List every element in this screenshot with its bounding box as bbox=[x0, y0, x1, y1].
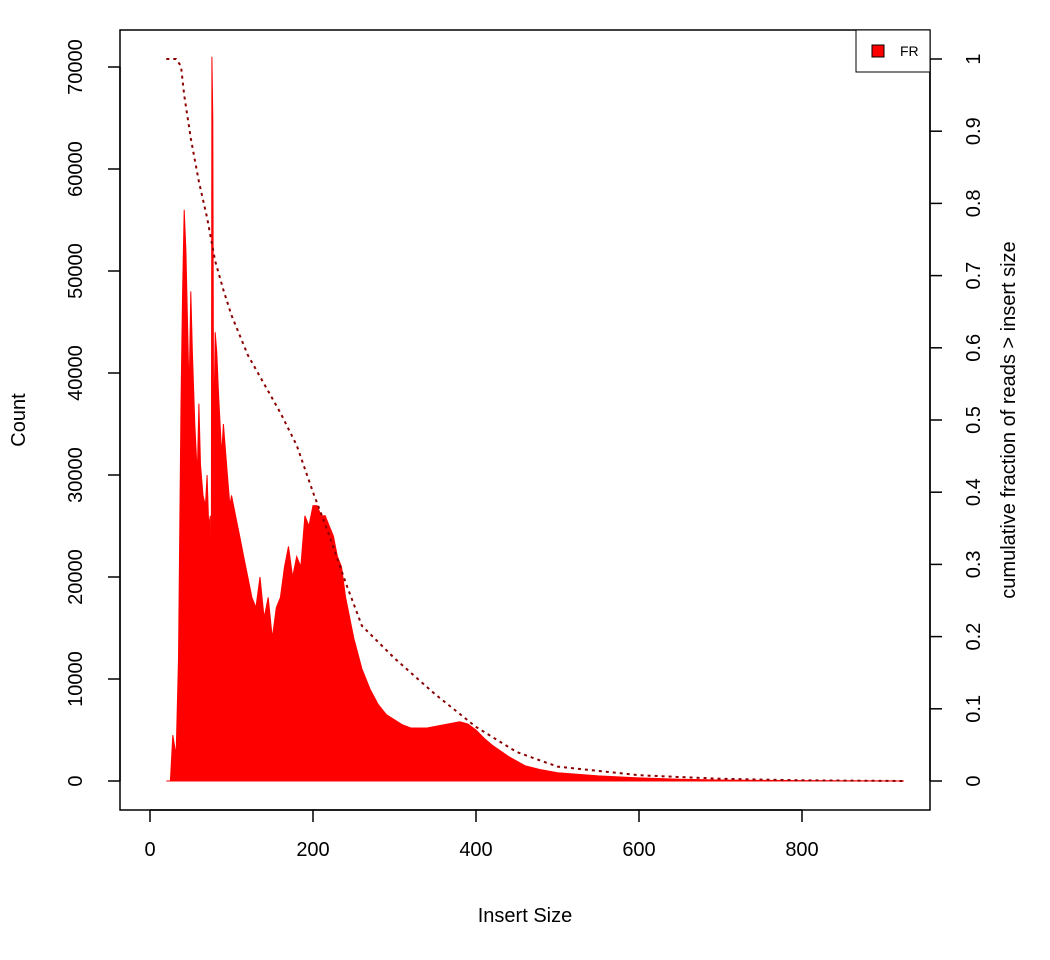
y2-tick-label: 0.8 bbox=[963, 189, 985, 217]
y-tick-label: 50000 bbox=[65, 243, 87, 299]
y2-tick-label: 0.6 bbox=[963, 334, 985, 362]
y-tick-label: 40000 bbox=[65, 345, 87, 401]
y-tick-label: 30000 bbox=[65, 447, 87, 503]
y-axis-left: 0 10000 20000 30000 40000 50000 60000 70000 bbox=[65, 39, 121, 787]
legend-label-fr: FR bbox=[900, 43, 919, 59]
x-axis: 0 200 400 600 800 bbox=[144, 809, 819, 861]
y-tick-label: 20000 bbox=[65, 549, 87, 605]
histogram-fr bbox=[166, 56, 904, 782]
y-axis-right: 0 0.1 0.2 0.3 0.4 0.5 0.6 0.7 0.8 0.9 1 bbox=[929, 53, 985, 787]
histogram-layer bbox=[166, 56, 904, 782]
y2-axis-title: cumulative fraction of reads > insert si… bbox=[998, 241, 1020, 598]
x-tick-label: 800 bbox=[785, 839, 818, 861]
y-tick-label: 60000 bbox=[65, 141, 87, 197]
y-axis-title: Count bbox=[8, 393, 30, 447]
x-tick-label: 400 bbox=[459, 839, 492, 861]
x-tick-label: 200 bbox=[296, 839, 329, 861]
y2-tick-label: 0.2 bbox=[963, 623, 985, 651]
y-tick-label: 10000 bbox=[65, 651, 87, 707]
y2-tick-label: 0.4 bbox=[963, 478, 985, 506]
x-tick-label: 0 bbox=[144, 839, 155, 861]
y-tick-label: 0 bbox=[65, 775, 87, 786]
legend: FR bbox=[855, 29, 931, 73]
y-tick-label: 70000 bbox=[65, 39, 87, 95]
x-tick-label: 600 bbox=[622, 839, 655, 861]
y2-tick-label: 0.9 bbox=[963, 117, 985, 145]
y2-tick-label: 0.5 bbox=[963, 406, 985, 434]
legend-box bbox=[855, 29, 931, 73]
y2-tick-label: 0 bbox=[963, 775, 985, 786]
y2-tick-label: 0.3 bbox=[963, 550, 985, 578]
y2-tick-label: 1 bbox=[963, 53, 985, 64]
x-axis-title: Insert Size bbox=[478, 905, 572, 927]
y2-tick-label: 0.7 bbox=[963, 262, 985, 290]
cumulative-fraction-line bbox=[166, 58, 904, 782]
cumulative-line-layer bbox=[166, 58, 904, 782]
legend-swatch-fr bbox=[871, 44, 885, 58]
y2-tick-label: 0.1 bbox=[963, 695, 985, 723]
